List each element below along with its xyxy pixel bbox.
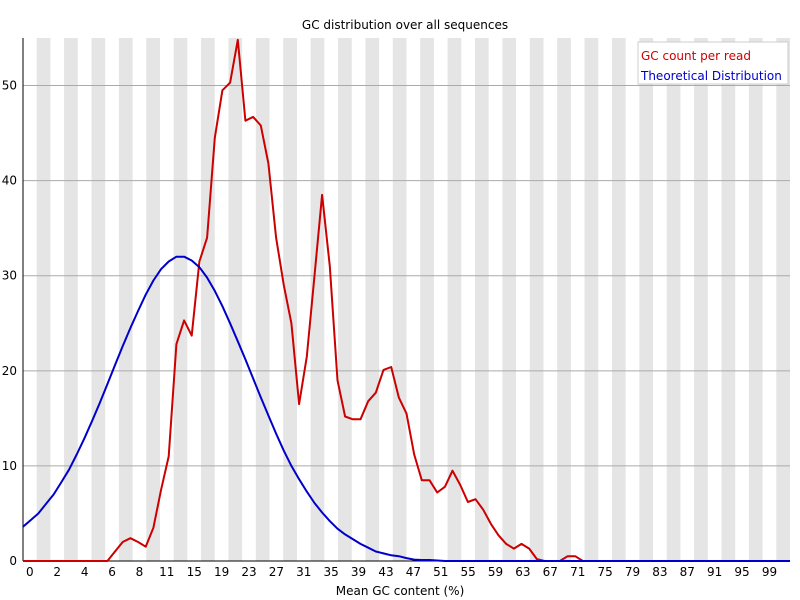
- series-line-1: [22, 255, 790, 562]
- y-tick-label: 20: [2, 364, 17, 378]
- x-tick-label: 71: [570, 565, 585, 579]
- background-band: [36, 38, 51, 561]
- x-tick-label: 47: [406, 565, 421, 579]
- y-tick-label: 30: [2, 269, 17, 283]
- x-tick-label: 27: [269, 565, 284, 579]
- legend-entry-gc-count: GC count per read: [641, 49, 751, 63]
- x-tick-label: 87: [680, 565, 695, 579]
- legend: GC count per read Theoretical Distributi…: [637, 41, 789, 85]
- x-tick-label: 6: [108, 565, 116, 579]
- background-band: [502, 38, 517, 561]
- y-tick-label: 40: [2, 174, 17, 188]
- x-tick-label: 75: [597, 565, 612, 579]
- background-band: [228, 38, 243, 561]
- y-tick-labels: 0 10 20 30 40 50: [2, 79, 17, 568]
- x-tick-label: 31: [296, 565, 311, 579]
- series-lines: [22, 38, 790, 562]
- background-band: [255, 38, 270, 561]
- x-tick-label: 83: [652, 565, 667, 579]
- x-tick-label: 91: [707, 565, 722, 579]
- x-tick-label: 11: [159, 565, 174, 579]
- background-band: [146, 38, 160, 561]
- x-tick-label: 67: [543, 565, 558, 579]
- y-tick-label: 10: [2, 459, 17, 473]
- background-band: [310, 38, 325, 561]
- x-tick-label: 51: [433, 565, 448, 579]
- x-tick-label: 35: [324, 565, 339, 579]
- x-tick-label: 39: [351, 565, 366, 579]
- background-band: [776, 38, 790, 561]
- background-band: [639, 38, 654, 561]
- legend-box: [637, 41, 789, 85]
- background-band: [365, 38, 380, 561]
- background-band: [529, 38, 544, 561]
- background-band: [201, 38, 215, 561]
- background-band: [611, 38, 626, 561]
- x-tick-label: 79: [625, 565, 640, 579]
- background-band: [584, 38, 599, 561]
- horizontal-gridlines: [23, 85, 790, 467]
- background-band: [173, 38, 188, 561]
- background-band: [474, 38, 489, 561]
- y-tick-label: 0: [9, 554, 17, 568]
- background-band: [91, 38, 106, 561]
- x-tick-label: 8: [136, 565, 144, 579]
- background-bands: [36, 38, 790, 561]
- background-band: [118, 38, 133, 561]
- x-tick-label: 4: [81, 565, 89, 579]
- background-band: [64, 38, 78, 561]
- x-tick-label: 99: [762, 565, 777, 579]
- x-tick-label: 43: [378, 565, 393, 579]
- background-band: [392, 38, 407, 561]
- background-band: [748, 38, 763, 561]
- x-tick-label: 23: [241, 565, 256, 579]
- x-axis-label: Mean GC content (%): [336, 584, 465, 598]
- x-tick-label: 15: [187, 565, 202, 579]
- x-tick-label: 63: [515, 565, 530, 579]
- background-band: [420, 38, 434, 561]
- background-band: [666, 38, 681, 561]
- x-tick-label: 2: [53, 565, 61, 579]
- y-tick-label: 50: [2, 79, 17, 93]
- x-tick-label: 95: [734, 565, 749, 579]
- background-band: [721, 38, 736, 561]
- background-band: [283, 38, 297, 561]
- x-tick-label: 55: [460, 565, 475, 579]
- x-tick-label: 59: [488, 565, 503, 579]
- background-band: [447, 38, 462, 561]
- legend-entry-theoretical: Theoretical Distribution: [640, 69, 782, 83]
- x-tick-label: 0: [26, 565, 34, 579]
- background-band: [694, 38, 708, 561]
- chart-title: GC distribution over all sequences: [302, 18, 508, 32]
- x-tick-labels: 0 2 4 6 8 11 15 19 23 27 31 35 39 43 47 51 55 59 63 67 71 75 7…: [26, 565, 777, 579]
- background-band: [338, 38, 352, 561]
- x-tick-label: 19: [214, 565, 229, 579]
- background-band: [557, 38, 571, 561]
